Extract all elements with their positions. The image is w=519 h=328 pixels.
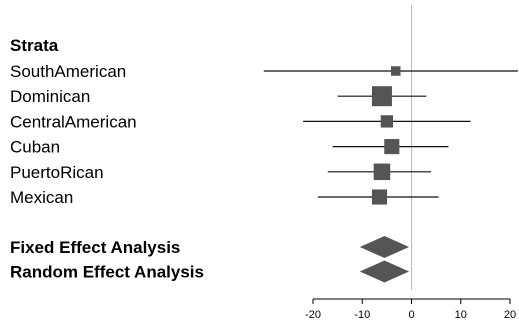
summary-diamond [359,260,410,283]
strata-header: Strata [10,36,59,55]
point-estimate-square [373,163,391,181]
x-tick-label: 10 [455,309,467,321]
summary-label: Random Effect Analysis [10,263,204,282]
strata-label: Dominican [10,87,90,106]
x-tick-label: 0 [408,309,414,321]
x-tick-label: -10 [354,309,370,321]
point-estimate-square [384,139,400,155]
strata-label: CentralAmerican [10,112,137,131]
strata-row: Dominican [10,86,427,107]
strata-row: Cuban [10,138,449,157]
summary-row: Fixed Effect Analysis [10,236,410,258]
strata-label: PuertoRican [10,163,104,182]
x-axis: -20 -10 0 10 20 [305,298,516,321]
strata-row: PuertoRican [10,163,432,182]
strata-label: Cuban [10,138,60,157]
point-estimate-square [390,66,401,76]
summary-label: Fixed Effect Analysis [10,238,180,257]
x-tick-label: 20 [504,309,516,321]
point-estimate-square [371,86,392,107]
strata-label: SouthAmerican [10,62,126,81]
strata-row: SouthAmerican [10,62,518,81]
summary-row: Random Effect Analysis [10,260,410,283]
x-tick-label: -20 [305,309,321,321]
summary-diamond [359,236,410,258]
strata-row: Mexican [10,188,439,207]
strata-label: Mexican [10,188,73,207]
point-estimate-square [371,189,388,205]
point-estimate-square [380,115,394,128]
strata-row: CentralAmerican [10,112,471,131]
